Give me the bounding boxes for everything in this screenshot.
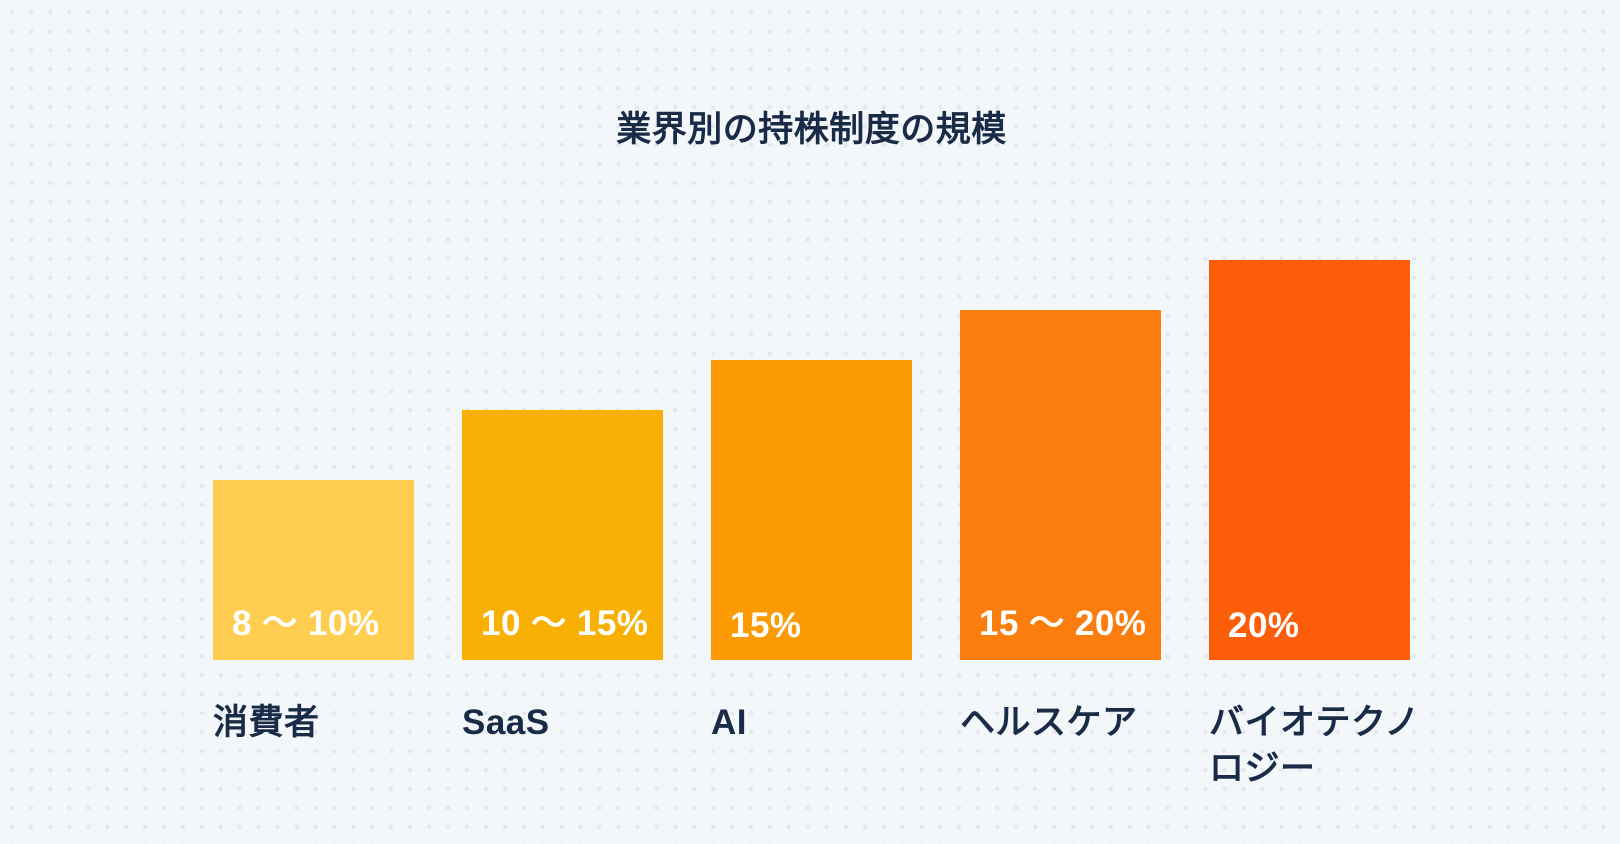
chart-title: 業界別の持株制度の規模	[616, 110, 1007, 149]
bar-value-label: 20%	[1228, 606, 1300, 645]
bar: 15 ～ 20%	[960, 310, 1161, 660]
bar-category-label: ヘルスケア	[960, 703, 1138, 742]
bar-category-label: バイオテクノロジー	[1209, 703, 1420, 789]
bar-value-label: 15 ～ 20%	[979, 604, 1147, 643]
bar-value-label: 10 ～ 15%	[481, 604, 649, 643]
bar-category-label: SaaS	[462, 703, 550, 742]
bar: 15%	[711, 360, 912, 660]
bar-value-label: 8 ～ 10%	[232, 604, 380, 643]
bar-category-label: AI	[711, 703, 747, 742]
bar: 20%	[1209, 260, 1410, 660]
bar: 8 ～ 10%	[213, 480, 414, 660]
bar-category-label: 消費者	[213, 703, 320, 742]
bar: 10 ～ 15%	[462, 410, 663, 660]
bar-value-label: 15%	[730, 606, 802, 645]
